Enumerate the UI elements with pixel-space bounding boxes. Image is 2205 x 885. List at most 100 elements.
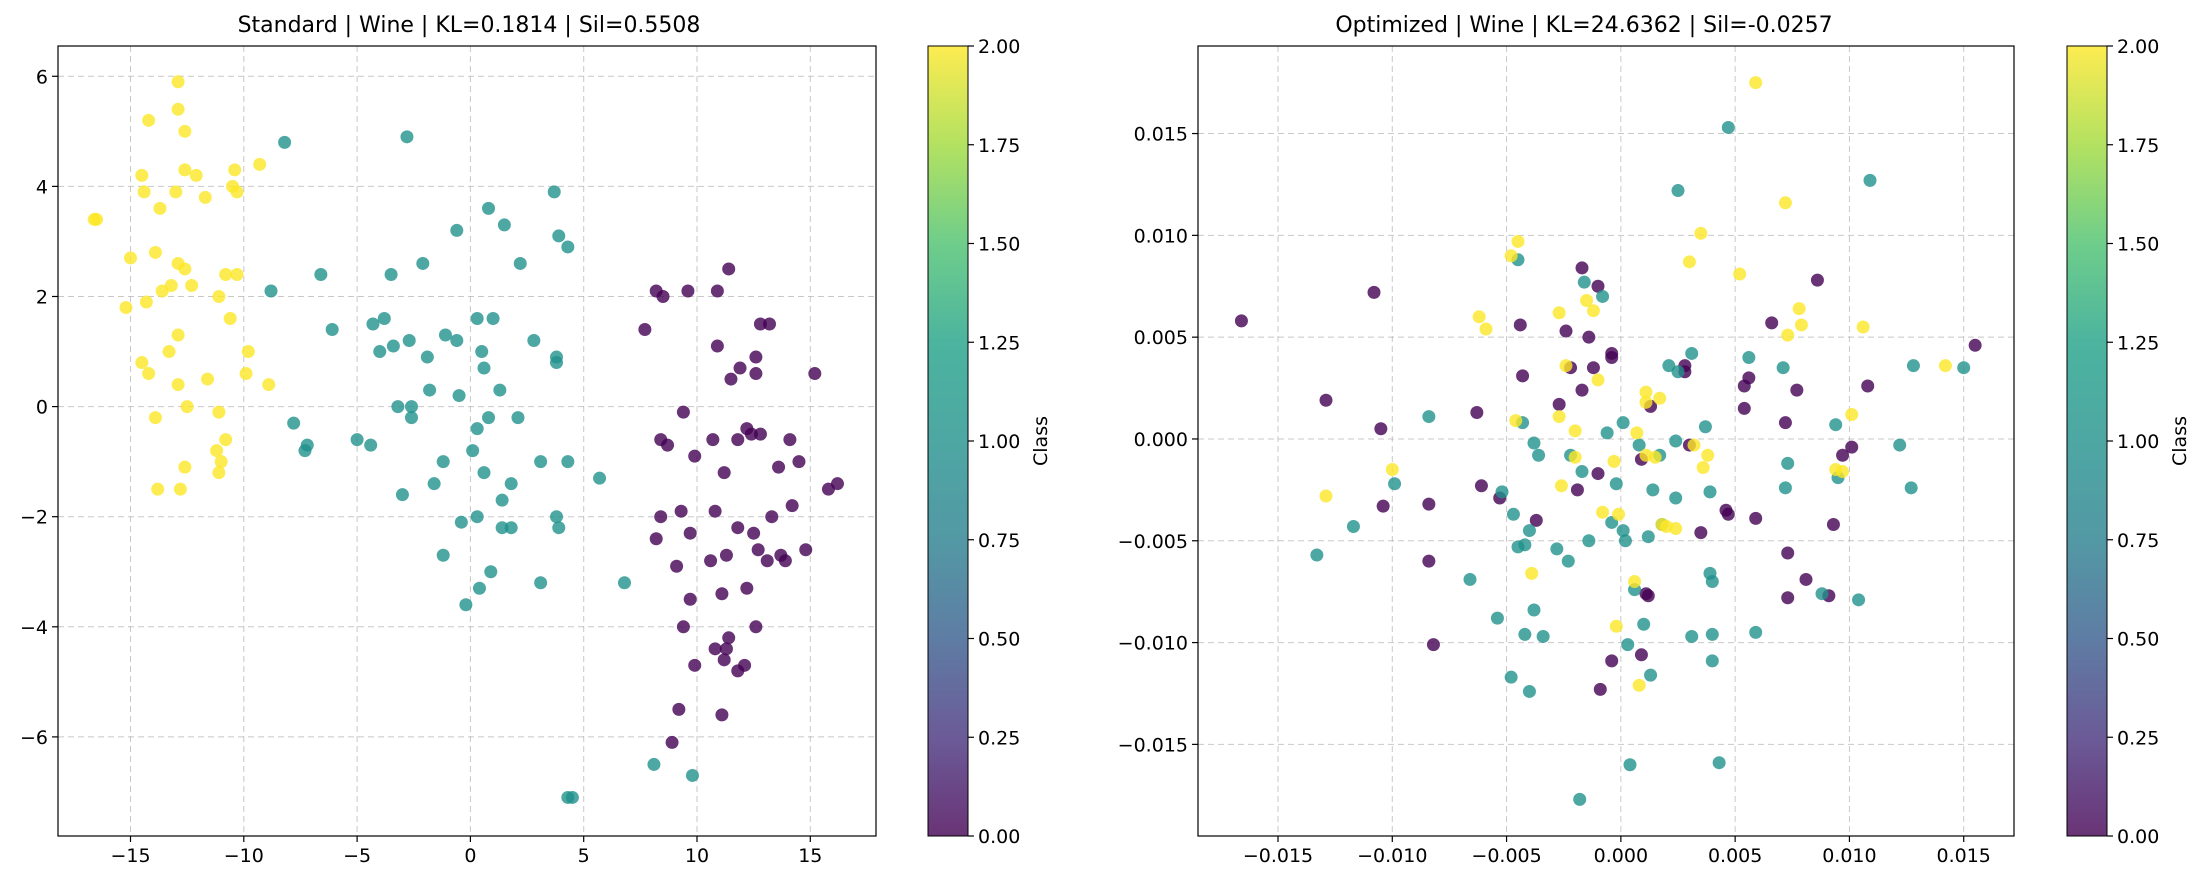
- data-point: [135, 168, 149, 182]
- data-point: [1778, 416, 1792, 430]
- data-point: [785, 499, 799, 513]
- data-point: [1632, 678, 1646, 692]
- data-point: [1630, 426, 1644, 440]
- data-point: [452, 389, 466, 403]
- data-point: [1957, 361, 1971, 375]
- data-point: [1522, 684, 1536, 698]
- data-point: [278, 135, 292, 149]
- data-point: [395, 488, 409, 502]
- data-point: [676, 620, 690, 634]
- data-point: [717, 653, 731, 667]
- data-point: [1703, 485, 1717, 499]
- data-point: [685, 768, 699, 782]
- data-points: [87, 75, 844, 804]
- data-point: [151, 482, 165, 496]
- data-point: [484, 565, 498, 579]
- data-point: [119, 300, 133, 314]
- data-point: [239, 367, 253, 381]
- data-point: [511, 411, 525, 425]
- data-point: [1646, 483, 1660, 497]
- data-point: [751, 543, 765, 557]
- data-point: [550, 356, 564, 370]
- data-point: [470, 510, 484, 524]
- data-point: [1586, 361, 1600, 375]
- data-point: [617, 576, 631, 590]
- data-point: [733, 361, 747, 375]
- data-point: [470, 312, 484, 326]
- data-point: [513, 256, 527, 270]
- data-point: [1504, 249, 1518, 263]
- data-point: [1422, 554, 1436, 568]
- data-point: [1742, 371, 1756, 385]
- data-point: [1836, 465, 1850, 479]
- y-axis: −6 −4 −2 0 2 4 6: [20, 66, 58, 749]
- colorbar-ticks: 0.00 0.25 0.50 0.75 1.00 1.25 1.50 1.75 2.00: [2107, 36, 2159, 848]
- data-point: [1591, 279, 1605, 293]
- colorbar: 0.00 0.25 0.50 0.75 1.00 1.25 1.50 1.75 2.00 Cla…: [927, 36, 1052, 848]
- data-point: [450, 334, 464, 348]
- data-point: [185, 278, 199, 292]
- data-point: [219, 267, 233, 281]
- data-point: [792, 455, 806, 469]
- data-point: [1616, 416, 1630, 430]
- data-point: [783, 433, 797, 447]
- data-point: [672, 702, 686, 716]
- data-point: [495, 493, 509, 507]
- data-point: [1612, 507, 1626, 521]
- data-point: [656, 289, 670, 303]
- data-point: [454, 515, 468, 529]
- data-point: [298, 444, 312, 458]
- data-point: [466, 444, 480, 458]
- data-point: [173, 482, 187, 496]
- y-tick-label: 0.005: [1134, 327, 1188, 349]
- data-point: [1527, 436, 1541, 450]
- plot-standard: Standard | Wine | KL=0.1814 | Sil=0.5508…: [20, 13, 877, 867]
- data-point: [241, 345, 255, 359]
- data-point: [719, 548, 733, 562]
- data-point: [459, 598, 473, 612]
- data-point: [1522, 524, 1536, 538]
- x-tick-label: 10: [685, 845, 709, 867]
- data-point: [1698, 420, 1712, 434]
- data-point: [450, 223, 464, 237]
- data-point: [1671, 184, 1685, 198]
- data-point: [1705, 574, 1719, 588]
- data-point: [148, 245, 162, 259]
- data-point: [688, 658, 702, 672]
- data-point: [1506, 507, 1520, 521]
- data-point: [1682, 255, 1696, 269]
- data-point: [1694, 226, 1708, 240]
- data-point: [1591, 373, 1605, 387]
- data-point: [504, 477, 518, 491]
- data-point: [1559, 359, 1573, 373]
- data-point: [731, 433, 745, 447]
- data-point: [486, 312, 500, 326]
- data-point: [1568, 450, 1582, 464]
- data-point: [210, 444, 224, 458]
- data-point: [1552, 306, 1566, 320]
- data-point: [1479, 322, 1493, 336]
- data-point: [1593, 682, 1607, 696]
- data-point: [593, 471, 607, 485]
- data-point: [1554, 479, 1568, 493]
- data-point: [1374, 422, 1388, 436]
- chart-title: Standard | Wine | KL=0.1814 | Sil=0.5508: [238, 13, 701, 38]
- data-point: [169, 185, 183, 199]
- data-point: [1319, 489, 1333, 503]
- data-point: [427, 477, 441, 491]
- data-point: [164, 278, 178, 292]
- data-point: [1559, 324, 1573, 338]
- data-point: [1525, 566, 1539, 580]
- y-axis: −0.015 −0.010 −0.005 0.000 0.005 0.010 0.015: [1118, 124, 1198, 756]
- y-tick-label: 6: [36, 66, 48, 88]
- data-point: [495, 521, 509, 535]
- data-point: [1815, 587, 1829, 601]
- data-point: [1376, 499, 1390, 513]
- data-point: [1836, 448, 1850, 462]
- data-point: [228, 163, 242, 177]
- data-point: [527, 334, 541, 348]
- data-point: [1685, 346, 1699, 360]
- data-point: [180, 400, 194, 414]
- colorbar-gradient: [927, 45, 969, 837]
- data-point: [552, 229, 566, 243]
